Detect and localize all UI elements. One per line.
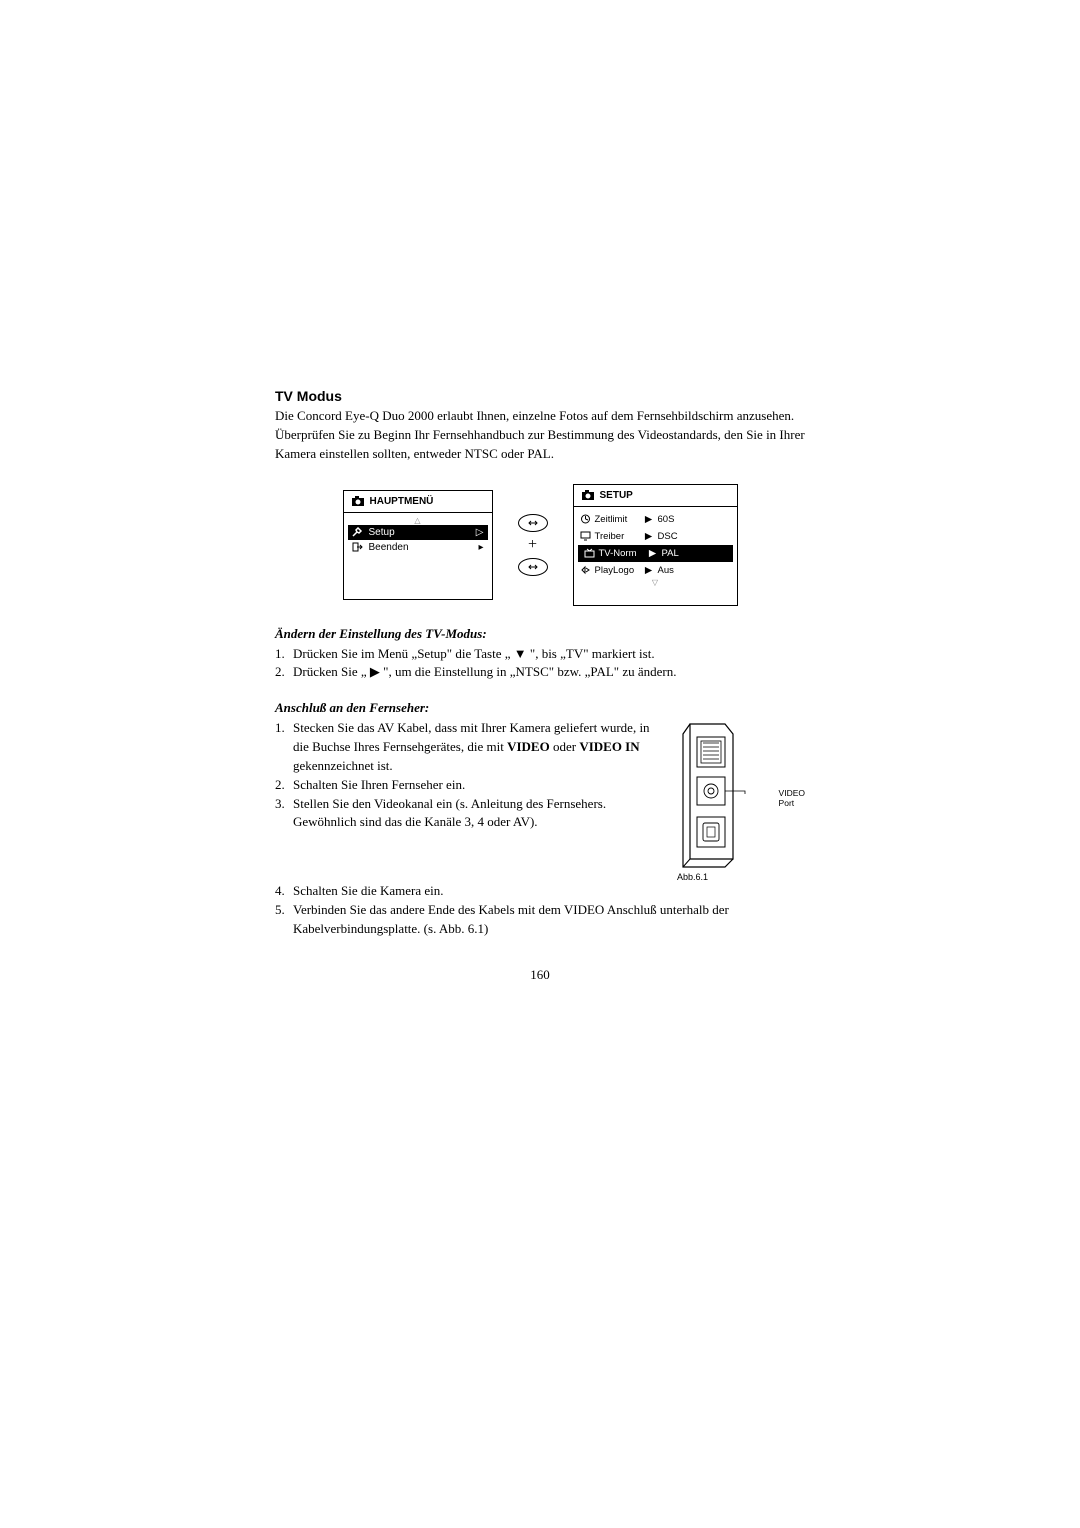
- list-item: 3.Stellen Sie den Videokanal ein (s. Anl…: [275, 795, 660, 833]
- section1-heading: Ändern der Einstellung des TV-Modus:: [275, 626, 805, 642]
- exit-icon: [352, 542, 363, 552]
- tv-icon: [584, 548, 595, 558]
- list-item: 4.Schalten Sie die Kamera ein.: [275, 882, 805, 901]
- menu-item-label: Setup: [369, 527, 395, 538]
- setup-label: PlayLogo: [595, 565, 635, 576]
- setup-box: SETUP Zeitlimit ▶ 60S Treiber ▶ DSC TV-N…: [573, 484, 738, 606]
- arrow-right-icon: ▸: [478, 542, 483, 553]
- figure-caption: Abb.6.1: [677, 872, 805, 882]
- setup-row-zeitlimit: Zeitlimit ▶ 60S: [574, 511, 737, 528]
- triangle-icon: ▶: [644, 514, 654, 525]
- plus-sign: +: [528, 536, 537, 554]
- setup-label: TV-Norm: [599, 548, 637, 559]
- list-item: 5.Verbinden Sie das andere Ende des Kabe…: [275, 901, 805, 939]
- hauptmenu-box: HAUPTMENÜ △ Setup ▷ Beenden ▸: [343, 490, 493, 600]
- page-number: 160: [275, 967, 805, 983]
- connector-column: +: [518, 514, 548, 576]
- scroll-up-indicator: △: [348, 517, 488, 525]
- page-title: TV Modus: [275, 388, 805, 404]
- setup-title: SETUP: [600, 490, 633, 501]
- menu-item-beenden: Beenden ▸: [348, 540, 488, 555]
- setup-label: Zeitlimit: [595, 514, 628, 525]
- section2-list: 1.Stecken Sie das AV Kabel, dass mit Ihr…: [275, 719, 660, 832]
- setup-value: DSC: [658, 531, 731, 542]
- list-item: 1.Stecken Sie das AV Kabel, dass mit Ihr…: [275, 719, 660, 776]
- clock-icon: [580, 514, 591, 524]
- oval-button-bottom: [518, 558, 548, 576]
- setup-row-tvnorm: TV-Norm ▶ PAL: [578, 545, 733, 562]
- menu-item-setup: Setup ▷: [348, 525, 488, 540]
- oval-button-top: [518, 514, 548, 532]
- camera-icon: [352, 496, 364, 506]
- section2-heading: Anschluß an den Fernseher:: [275, 700, 805, 716]
- section2-list-cont: 4.Schalten Sie die Kamera ein. 5.Verbind…: [275, 882, 805, 939]
- setup-value: Aus: [658, 565, 731, 576]
- setup-value: PAL: [662, 548, 727, 559]
- list-item: 1.Drücken Sie im Menü „Setup" die Taste …: [275, 645, 805, 664]
- list-item: 2.Drücken Sie „ ▶ ", um die Einstellung …: [275, 663, 805, 682]
- camera-icon: [582, 490, 594, 500]
- video-port-label: VIDEO Port: [779, 789, 805, 808]
- logo-icon: [580, 565, 591, 575]
- triangle-icon: ▶: [644, 565, 654, 576]
- menu-figures: HAUPTMENÜ △ Setup ▷ Beenden ▸: [275, 484, 805, 606]
- list-item: 2.Schalten Sie Ihren Fernseher ein.: [275, 776, 660, 795]
- scroll-down-indicator: ▽: [574, 579, 737, 587]
- triangle-icon: ▶: [644, 531, 654, 542]
- intro-paragraph: Die Concord Eye-Q Duo 2000 erlaubt Ihnen…: [275, 407, 805, 464]
- setup-row-treiber: Treiber ▶ DSC: [574, 528, 737, 545]
- hauptmenu-title: HAUPTMENÜ: [370, 496, 434, 507]
- hauptmenu-header: HAUPTMENÜ: [344, 491, 492, 513]
- setup-row-playlogo: PlayLogo ▶ Aus: [574, 562, 737, 579]
- arrow-right-icon: ▷: [476, 527, 484, 538]
- triangle-icon: ▶: [648, 548, 658, 559]
- section1-list: 1.Drücken Sie im Menü „Setup" die Taste …: [275, 645, 805, 683]
- menu-item-label: Beenden: [369, 542, 409, 553]
- setup-header: SETUP: [574, 485, 737, 507]
- wrench-icon: [352, 527, 363, 537]
- monitor-icon: [580, 531, 591, 541]
- camera-diagram: VIDEO Port: [675, 719, 787, 869]
- setup-label: Treiber: [595, 531, 625, 542]
- setup-value: 60S: [658, 514, 731, 525]
